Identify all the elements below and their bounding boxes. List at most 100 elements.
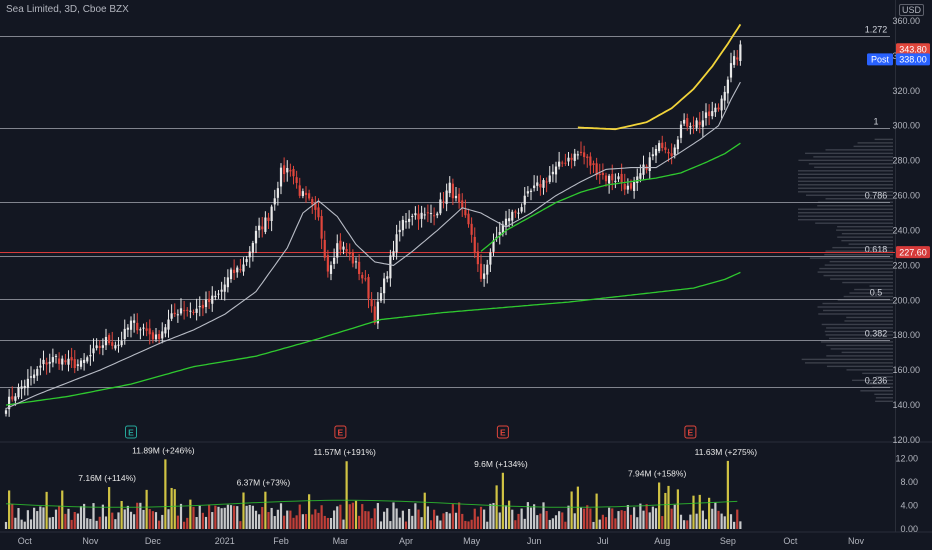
candle[interactable]: [426, 204, 429, 223]
candle[interactable]: [367, 274, 370, 309]
candle[interactable]: [76, 359, 79, 371]
candle[interactable]: [251, 240, 254, 262]
candle[interactable]: [101, 338, 104, 356]
candle[interactable]: [17, 383, 20, 400]
currency-label[interactable]: USD: [898, 4, 924, 16]
candle[interactable]: [617, 172, 620, 182]
candle[interactable]: [220, 281, 223, 300]
candle[interactable]: [167, 309, 170, 338]
candle[interactable]: [567, 151, 570, 166]
candle[interactable]: [183, 300, 186, 320]
candle[interactable]: [636, 168, 639, 191]
candle[interactable]: [626, 178, 629, 194]
candle[interactable]: [689, 122, 692, 135]
candle[interactable]: [461, 193, 464, 217]
candle[interactable]: [529, 188, 533, 201]
candle[interactable]: [354, 257, 358, 269]
candle[interactable]: [717, 103, 720, 112]
candle[interactable]: [336, 234, 339, 264]
candle[interactable]: [554, 161, 558, 183]
candle[interactable]: [361, 272, 364, 284]
candle[interactable]: [383, 272, 386, 304]
candle[interactable]: [276, 181, 279, 206]
candle[interactable]: [548, 166, 551, 184]
candle[interactable]: [358, 254, 361, 281]
candle[interactable]: [420, 205, 423, 228]
candle[interactable]: [189, 302, 192, 319]
candle[interactable]: [711, 101, 714, 120]
candle[interactable]: [129, 316, 133, 338]
candle[interactable]: [233, 259, 236, 280]
candle[interactable]: [517, 208, 520, 219]
candle[interactable]: [198, 296, 201, 317]
candle[interactable]: [339, 233, 342, 256]
candle[interactable]: [467, 208, 470, 228]
candle[interactable]: [4, 407, 8, 417]
candle[interactable]: [111, 331, 114, 350]
candle[interactable]: [317, 198, 320, 221]
candle[interactable]: [320, 209, 323, 250]
candle[interactable]: [458, 188, 461, 209]
candle[interactable]: [326, 249, 329, 278]
candle[interactable]: [295, 170, 298, 189]
candle[interactable]: [386, 271, 389, 283]
candle[interactable]: [348, 243, 351, 261]
candle[interactable]: [333, 248, 336, 269]
candle[interactable]: [173, 303, 176, 318]
candle[interactable]: [186, 307, 189, 317]
candle[interactable]: [520, 203, 523, 214]
candle[interactable]: [308, 189, 311, 201]
candle[interactable]: [739, 40, 742, 66]
candle[interactable]: [286, 160, 289, 182]
candle[interactable]: [661, 135, 664, 152]
candle[interactable]: [633, 176, 636, 199]
candle[interactable]: [454, 187, 458, 202]
candle[interactable]: [564, 153, 567, 167]
candle[interactable]: [211, 286, 214, 312]
candle[interactable]: [192, 309, 195, 316]
candle[interactable]: [483, 264, 486, 287]
earnings-marker[interactable]: E: [496, 425, 509, 439]
candle[interactable]: [401, 215, 404, 237]
candle[interactable]: [561, 160, 564, 168]
candle[interactable]: [48, 353, 51, 373]
candle[interactable]: [345, 242, 348, 257]
candle[interactable]: [486, 259, 489, 284]
candle[interactable]: [170, 304, 173, 322]
candle[interactable]: [179, 298, 183, 316]
candle[interactable]: [551, 164, 554, 183]
candle[interactable]: [314, 196, 317, 220]
candle[interactable]: [283, 157, 286, 183]
candle[interactable]: [604, 172, 608, 187]
candle[interactable]: [704, 103, 708, 126]
candle[interactable]: [679, 121, 683, 144]
candle[interactable]: [139, 327, 142, 340]
candle[interactable]: [526, 186, 529, 197]
candle[interactable]: [79, 358, 83, 370]
candle[interactable]: [83, 353, 86, 371]
candle[interactable]: [54, 353, 58, 364]
candle[interactable]: [623, 173, 626, 196]
candle[interactable]: [11, 386, 14, 402]
candle[interactable]: [126, 324, 129, 338]
candle[interactable]: [39, 358, 42, 376]
candle[interactable]: [701, 110, 704, 137]
candle[interactable]: [736, 49, 739, 66]
candle[interactable]: [683, 113, 686, 127]
candle[interactable]: [417, 204, 420, 230]
candle[interactable]: [64, 353, 67, 365]
candle[interactable]: [664, 141, 667, 154]
candle[interactable]: [151, 330, 154, 344]
candle[interactable]: [204, 291, 208, 314]
candle[interactable]: [539, 175, 542, 196]
candle[interactable]: [720, 95, 723, 119]
candle[interactable]: [261, 216, 264, 238]
candle[interactable]: [473, 227, 476, 259]
candle[interactable]: [470, 217, 473, 243]
candle[interactable]: [595, 157, 598, 180]
candle[interactable]: [86, 355, 89, 364]
candle[interactable]: [436, 211, 439, 219]
candle[interactable]: [242, 257, 245, 276]
candle[interactable]: [161, 322, 164, 344]
